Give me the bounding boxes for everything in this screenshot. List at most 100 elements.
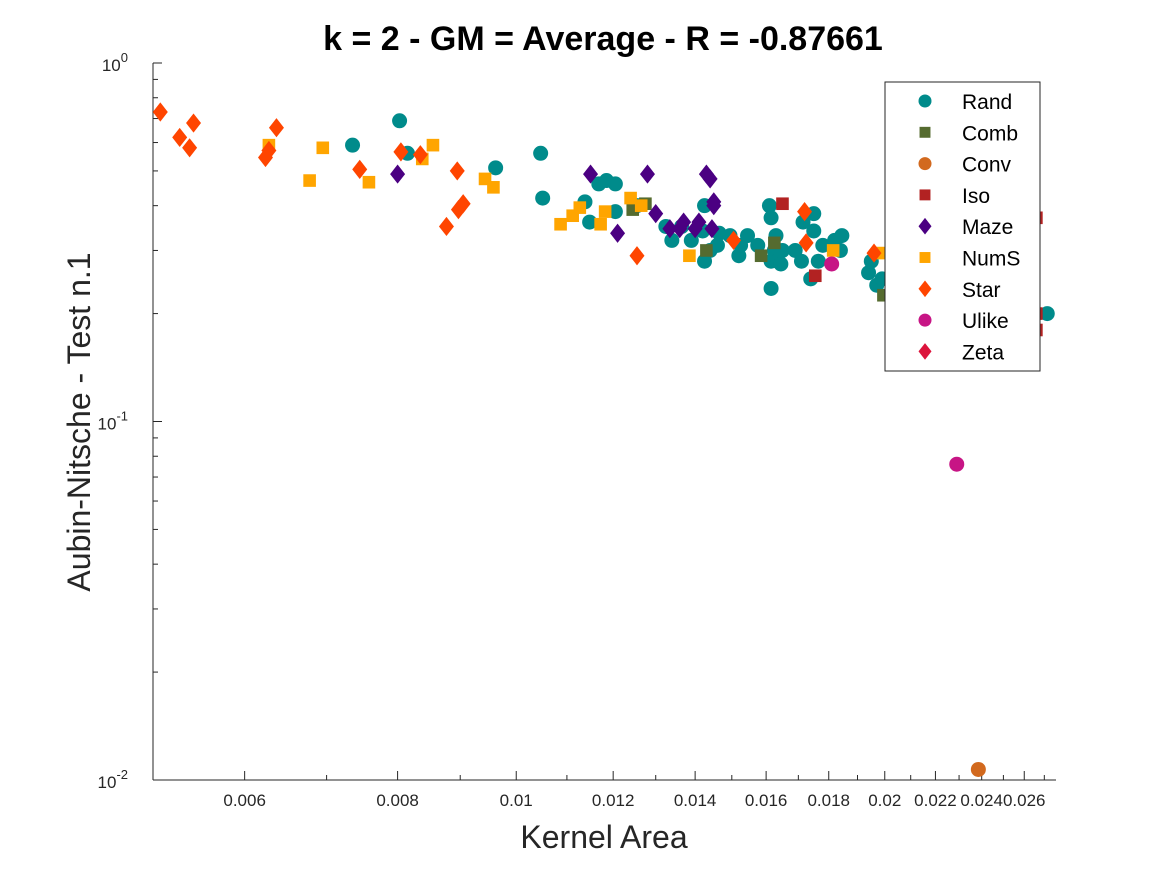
data-point-star [866,243,882,263]
y-axis-label: Aubin-Nitsche - Test n.1 [61,252,97,591]
data-point-rand [488,160,504,176]
legend-entry-zeta: Zeta [918,341,1004,364]
legend-entry-comb: Comb [919,122,1018,145]
data-point-star [393,142,409,162]
data-point-rand [861,265,877,281]
data-point-star [412,145,428,165]
series-maze [390,164,722,243]
data-point-maze [639,164,655,184]
x-tick-label: 0.024 [960,791,1003,810]
x-tick-label: 0.006 [223,791,266,810]
data-point-star [438,216,454,237]
legend-label-iso: Iso [962,185,990,208]
data-point-rand [392,113,408,129]
data-point-maze [691,212,707,232]
data-point-nums [573,201,587,214]
legend-marker-iso [919,189,931,201]
series-star [153,102,882,266]
data-point-maze [702,169,718,189]
series-comb [626,197,890,302]
data-point-nums [426,138,440,152]
x-tick-label: 0.008 [376,791,419,810]
data-point-maze [662,219,678,239]
tick-marks [153,62,1045,781]
legend-entry-maze: Maze [918,216,1013,239]
data-point-rand [793,253,809,269]
data-point-star [726,230,742,251]
legend-entry-rand: Rand [918,91,1012,114]
data-point-maze [610,223,626,243]
x-tick-label: 0.014 [674,791,717,810]
data-point-maze [648,204,664,224]
data-point-maze [583,164,599,184]
legend-marker-star [918,280,932,298]
data-point-rand [806,223,822,239]
data-point-rand [664,232,680,248]
data-point-rand [834,228,850,244]
data-point-nums [362,175,376,189]
data-point-rand [763,280,779,296]
legend-label-maze: Maze [962,216,1013,239]
legend-label-star: Star [962,279,1001,302]
data-point-rand [533,145,549,161]
data-point-rand [345,137,361,153]
legend-box [884,81,1041,372]
x-tick-label: 0.02 [868,791,901,810]
data-point-ulike [949,456,965,472]
data-point-nums [554,217,567,231]
data-point-maze [676,212,692,232]
series-conv [970,761,986,777]
data-point-iso [808,269,822,283]
x-tick-labels: 0.006 0.008 0.01 0.012 0.014 0.016 0.018 0.02 0.… [223,791,1045,810]
data-point-nums [303,174,316,187]
legend-marker-ulike [918,313,932,327]
data-point-maze [390,164,406,184]
y-tick-labels: 100 10-1 10-2 [98,50,128,792]
x-tick-label: 0.01 [500,791,533,810]
series-ulike [824,256,965,472]
series-nums [262,138,886,263]
x-tick-label: 0.012 [592,791,635,810]
legend-marker-zeta [918,343,932,360]
data-point-rand [773,256,789,272]
x-tick-label: 0.018 [807,791,850,810]
data-point-ulike [824,256,840,272]
x-tick-label: 0.016 [745,791,788,810]
legend-marker-conv [918,157,932,171]
data-point-star [455,194,471,214]
legend: Rand Comb Conv Iso Maze NumS Star Ulike Zeta [884,81,1041,372]
y-tick-label: 10-1 [98,409,128,434]
data-point-rand [810,253,826,269]
data-point-nums [624,191,637,205]
data-point-star [797,202,813,222]
legend-marker-comb [919,126,931,138]
chart-title: k = 2 - GM = Average - R = -0.87661 [323,20,883,58]
data-point-nums [683,249,696,263]
data-point-rand [582,214,598,230]
data-point-nums [316,141,330,155]
legend-entry-conv: Conv [918,154,1012,177]
legend-marker-maze [918,217,932,235]
data-point-maze [706,196,722,216]
legend-label-conv: Conv [962,154,1012,177]
legend-label-zeta: Zeta [962,341,1004,364]
data-point-rand [761,198,777,214]
data-point-nums [598,205,612,218]
data-point-comb [700,244,713,257]
legend-entry-star: Star [918,279,1001,302]
data-point-rand [815,237,831,253]
data-point-rand [740,228,756,244]
legend-marker-rand [918,94,932,108]
legend-entry-nums: NumS [919,248,1020,271]
data-point-star [261,140,277,161]
data-point-rand [750,237,766,253]
data-point-star [352,159,368,179]
data-point-rand [607,204,623,220]
data-point-star [268,118,284,138]
data-point-star [629,246,645,266]
data-point-star [182,138,198,158]
data-point-star [172,127,188,148]
data-point-nums [594,217,607,231]
